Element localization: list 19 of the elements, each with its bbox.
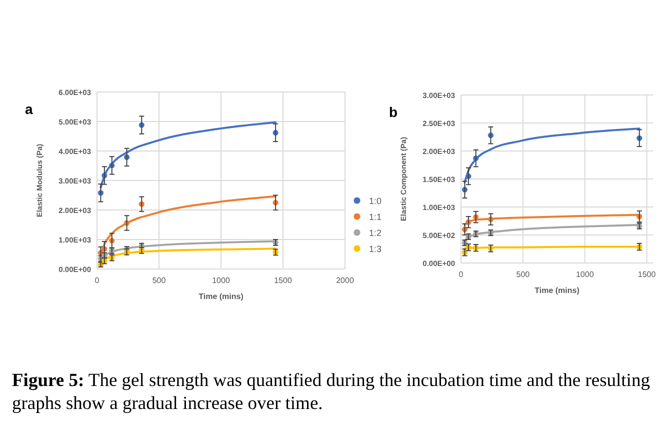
x-tick-label: 1000 <box>576 270 594 279</box>
legend-label: 1:1 <box>369 212 382 222</box>
legend-label: 1:3 <box>369 244 382 254</box>
text: b <box>389 104 398 120</box>
x-axis-title: Time (mins) <box>534 286 580 295</box>
x-tick-label: 1500 <box>274 276 292 285</box>
x-tick-label: 500 <box>152 276 166 285</box>
x-axis-title: Time (mins) <box>198 292 244 301</box>
x-tick-label: 0 <box>458 270 464 279</box>
legend-label: 1:0 <box>369 196 382 206</box>
caption: Figure 5: The gel strength was quantified during the incubation time and the resulting graphs show a gradual increase over time. <box>12 370 651 416</box>
x-tick-label: 0 <box>94 276 100 285</box>
x-tick-label: 1500 <box>638 270 656 279</box>
line-series <box>464 128 640 184</box>
legend-label: 1:2 <box>369 228 382 238</box>
x-tick-label: 2000 <box>336 276 354 285</box>
text: a <box>25 101 33 117</box>
x-tick-label: 1000 <box>212 276 230 285</box>
x-tick-label: 500 <box>516 270 530 279</box>
